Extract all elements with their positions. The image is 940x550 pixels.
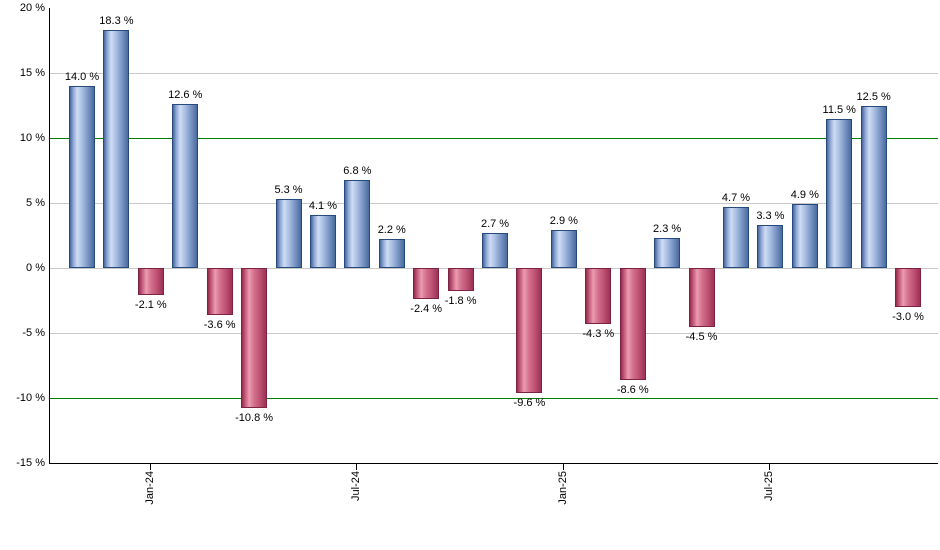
bar-value-label: 3.3 %: [756, 210, 785, 223]
x-axis-tick-label: Jan-25: [556, 471, 569, 505]
bar: [482, 232, 509, 268]
bar-value-label: -4.3 %: [582, 327, 615, 340]
bar: [309, 214, 336, 268]
y-axis-tick-label: 5 %: [26, 197, 45, 209]
bar: [550, 230, 577, 268]
y-axis-tick-label: 20 %: [19, 2, 45, 14]
x-axis-tick: [149, 464, 151, 470]
bar: [241, 268, 268, 409]
x-axis-tick-label: Jan-24: [143, 471, 156, 505]
bar-value-label: -4.5 %: [685, 330, 718, 343]
bar: [69, 86, 95, 268]
bar: [826, 118, 853, 268]
bar-value-label: 11.5 %: [822, 103, 856, 116]
bar-value-label: 12.6 %: [168, 89, 203, 102]
y-axis-tick-label: 10 %: [19, 132, 45, 144]
bar-value-label: 5.3 %: [274, 184, 303, 197]
bar: [378, 239, 405, 268]
bar: [585, 268, 612, 324]
bar-value-label: 4.1 %: [308, 199, 337, 212]
x-axis-tick-label: Jul-25: [763, 471, 776, 501]
bar-value-label: 18.3 %: [99, 15, 134, 28]
bar: [791, 204, 818, 268]
y-axis-tick-label: -10 %: [16, 392, 45, 404]
bar: [757, 225, 784, 268]
x-axis-tick: [356, 464, 358, 470]
gridline: [50, 73, 938, 74]
bar: [344, 179, 371, 268]
bar-value-label: -2.4 %: [410, 303, 443, 316]
bar-value-label: 12.5 %: [856, 90, 891, 103]
bar: [206, 268, 233, 315]
bar-value-label: -3.6 %: [203, 318, 236, 331]
reference-line: [50, 398, 938, 399]
bar: [654, 238, 681, 268]
y-axis-tick-label: 15 %: [19, 67, 45, 79]
bar-value-label: 14.0 %: [64, 71, 100, 83]
y-axis-tick-label: -5 %: [22, 327, 45, 339]
bar: [516, 268, 543, 393]
bar-value-label: 2.9 %: [549, 215, 578, 228]
bar-value-label: 2.7 %: [480, 217, 510, 230]
bar: [103, 30, 130, 268]
bar-value-label: 2.2 %: [377, 224, 406, 237]
gridline: [50, 268, 938, 269]
bar: [688, 268, 715, 327]
x-axis-tick: [562, 464, 564, 470]
y-axis-tick-label: 0 %: [26, 262, 45, 274]
gridline: [50, 203, 938, 204]
bar-value-label: -2.1 %: [134, 299, 167, 312]
bar: [137, 268, 164, 296]
bar-value-label: 4.9 %: [790, 189, 819, 202]
bar: [860, 105, 887, 268]
bar-value-label: 2.3 %: [653, 223, 682, 236]
bar: [447, 268, 474, 292]
x-axis-tick-label: Jul-24: [350, 471, 363, 501]
bar-value-label: -1.8 %: [444, 295, 477, 308]
bar-value-label: -9.6 %: [513, 396, 546, 409]
bar: [722, 206, 749, 268]
bar: [413, 268, 440, 300]
x-axis-tick: [769, 464, 771, 470]
bar: [619, 268, 646, 380]
plot-area: 14.0 % 18.3 % -2.1 % 12.6 % -3.6 % -10.8 % 5.3…: [49, 8, 938, 464]
bar: [895, 268, 922, 307]
y-axis-tick-label: -15 %: [16, 457, 45, 469]
bar-value-label: -3.0 %: [892, 311, 924, 323]
bar-value-label: 4.7 %: [721, 191, 751, 204]
gridline: [50, 333, 938, 334]
bar-value-label: -10.8 %: [235, 412, 274, 425]
bar: [172, 104, 199, 268]
bar-value-label: -8.6 %: [616, 383, 649, 396]
bar-value-label: 6.8 %: [343, 164, 372, 177]
reference-line: [50, 138, 938, 139]
bar: [275, 199, 302, 268]
